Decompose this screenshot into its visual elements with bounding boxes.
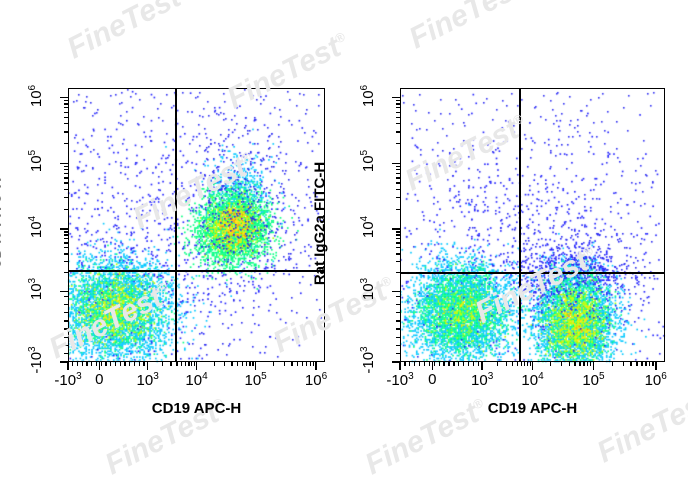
plot-frame-left: [68, 88, 325, 362]
x-tick-label: 104: [521, 371, 544, 389]
y-tick-label: 103: [359, 278, 377, 301]
x-axis-title-right: CD19 APC-H: [487, 400, 578, 417]
quadrant-hline-right[interactable]: [400, 272, 665, 274]
x-tick-label: 106: [304, 371, 328, 389]
x-tick-label: 0: [428, 371, 437, 388]
x-tick-label: 103: [136, 371, 159, 389]
x-tick-label: 106: [644, 371, 667, 389]
y-tick-label: -103: [359, 346, 377, 374]
plot-frame-right: [400, 88, 665, 362]
x-axis-title-left: CD19 APC-H: [151, 400, 242, 417]
x-tick-label: 104: [185, 371, 208, 389]
y-tick-label: 106: [359, 84, 377, 107]
x-tick-label: -103: [54, 371, 82, 389]
y-tick-label: 106: [27, 84, 45, 107]
x-tick-label: 103: [471, 371, 494, 389]
y-tick-label: 104: [27, 215, 45, 239]
y-tick-label: 105: [359, 150, 377, 173]
quadrant-vline-right[interactable]: [519, 88, 521, 362]
x-tick-label: -103: [386, 371, 414, 389]
quadrant-hline-left[interactable]: [68, 270, 325, 272]
y-tick-label: 103: [27, 278, 45, 301]
y-tick-label: -103: [27, 346, 45, 374]
x-tick-label: 0: [95, 371, 104, 388]
y-axis-title-left: CD40 FITC-H: [0, 177, 5, 270]
quadrant-vline-left[interactable]: [175, 88, 177, 362]
x-tick-label: 105: [244, 371, 267, 389]
x-tick-label: 105: [582, 371, 605, 389]
y-tick-label: 104: [359, 215, 377, 239]
y-tick-label: 105: [27, 150, 45, 173]
y-axis-title-right: Rat IgG2a FITC-H: [311, 161, 329, 286]
